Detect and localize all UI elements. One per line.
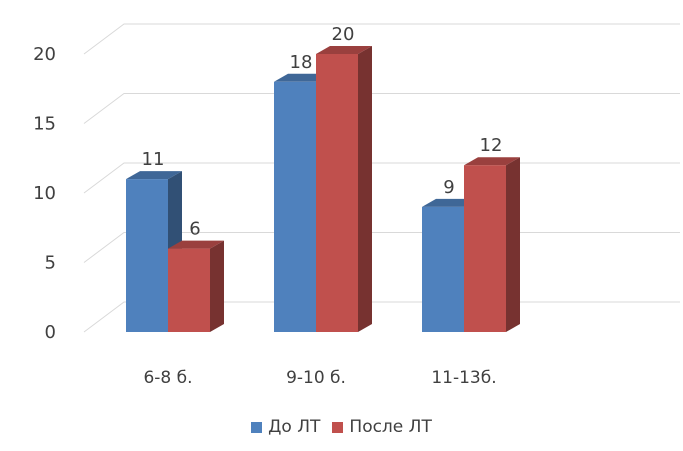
data-label: 9 xyxy=(443,177,454,198)
y-tick-label: 5 xyxy=(45,253,56,274)
legend-item-before: До ЛТ xyxy=(251,417,320,437)
gridline xyxy=(83,23,680,55)
bar xyxy=(126,179,168,332)
bar-side xyxy=(210,240,224,332)
y-tick-label: 10 xyxy=(33,183,56,204)
legend-label-after: После ЛТ xyxy=(349,417,432,437)
y-tick-label: 20 xyxy=(33,44,56,65)
bar xyxy=(464,165,506,332)
chart-plot: 0 5 10 15 20 11 6 6-8 б. 18 20 9-10 б. 9 12 11-13б. xyxy=(33,23,680,388)
chart-legend: До ЛТ После ЛТ xyxy=(0,417,683,437)
data-label: 12 xyxy=(480,135,503,156)
bar-top xyxy=(464,157,520,166)
bar-top xyxy=(316,46,372,54)
y-tick-label: 15 xyxy=(33,114,56,135)
legend-swatch-before xyxy=(251,421,263,433)
x-tick-label: 9-10 б. xyxy=(286,368,346,388)
bar-side xyxy=(358,46,372,332)
bar-top xyxy=(126,171,182,180)
bar xyxy=(274,81,316,332)
bar xyxy=(422,206,464,332)
bar-top xyxy=(168,240,224,249)
x-tick-label: 6-8 б. xyxy=(143,368,192,388)
data-label: 18 xyxy=(290,52,313,73)
bar xyxy=(168,248,210,332)
legend-label-before: До ЛТ xyxy=(268,417,321,437)
data-label: 11 xyxy=(142,149,165,170)
y-tick-label: 0 xyxy=(45,322,56,343)
bar xyxy=(316,54,358,332)
x-tick-label: 11-13б. xyxy=(431,368,496,388)
legend-swatch-after xyxy=(332,421,344,433)
gridline xyxy=(83,93,680,124)
data-label: 20 xyxy=(332,24,355,45)
legend-item-after: После ЛТ xyxy=(332,417,432,437)
bar-side xyxy=(506,157,520,332)
data-label: 6 xyxy=(189,219,200,240)
